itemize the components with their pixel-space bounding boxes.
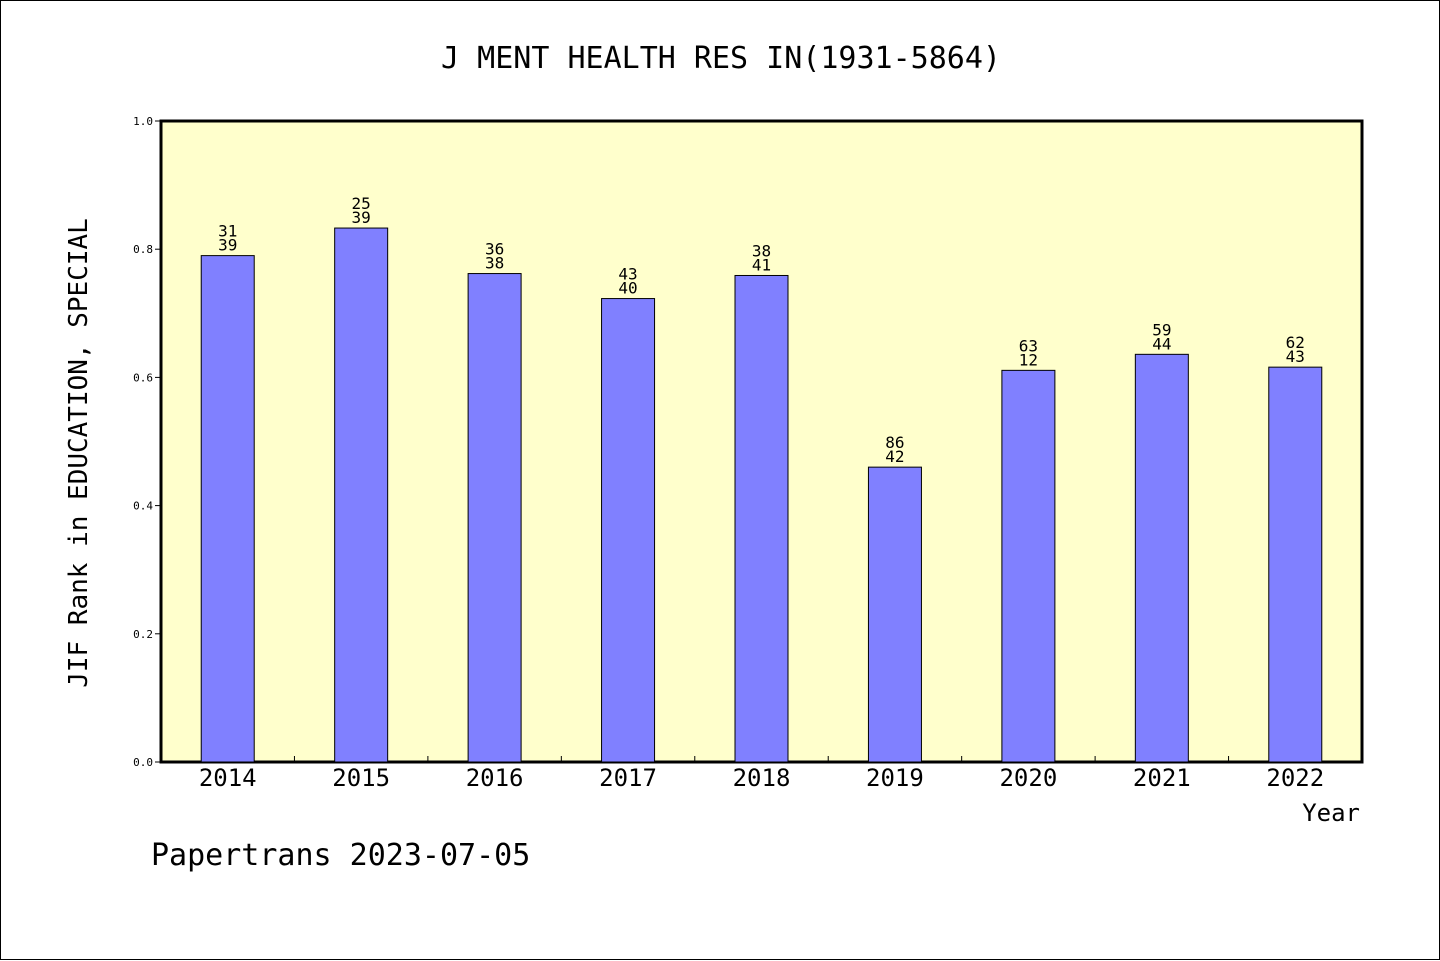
bar-2022 [1268,366,1323,763]
bar-label-top: 36 [485,240,504,259]
bar-label-bottom: 38 [485,254,504,273]
bar-2017 [601,298,656,763]
bar-label-bottom: 43 [1286,347,1305,366]
bar-label-bottom: 12 [1019,350,1038,369]
footer-credit: Papertrans 2023-07-05 [151,838,530,873]
bar-label-bottom: 44 [1152,334,1171,353]
bar-2014 [200,255,255,763]
x-axis: 2014 2015 2016 2017 2018 2019 2020 2021 2022 [199,756,1324,792]
y-tick-label: 0.8 [133,243,153,256]
x-tick-label: 2017 [599,764,657,792]
bar-label-top: 59 [1152,320,1171,339]
bar-label-bottom: 41 [752,255,771,274]
x-tick-label: 2015 [332,764,390,792]
bar-2021 [1134,353,1189,763]
bar-label-bottom: 42 [885,447,904,466]
bar-label-bottom: 39 [352,208,371,227]
x-tick-label: 2021 [1133,764,1191,792]
bar-2019 [867,466,922,763]
bar-label-top: 31 [218,222,237,241]
x-tick-label: 2018 [733,764,791,792]
x-tick-label: 2016 [466,764,524,792]
bar-2016 [467,273,522,763]
y-tick-label: 0.0 [133,756,153,769]
x-axis-label: Year [1302,799,1360,827]
y-tick-label: 0.4 [133,500,153,513]
bar-label-bottom: 39 [218,236,237,255]
bar-label-top: 63 [1019,336,1038,355]
bar-label-top: 43 [618,265,637,284]
bar-label-top: 25 [352,194,371,213]
x-tick-label: 2022 [1266,764,1324,792]
y-tick-label: 1.0 [133,115,153,128]
y-axis: 0.0 0.2 0.4 0.6 0.8 1.0 [133,115,161,769]
bar-2018 [734,274,789,763]
y-tick-label: 0.6 [133,371,153,384]
bar-label-bottom: 40 [618,279,637,298]
x-tick-label: 2019 [866,764,924,792]
y-axis-label: JIF Rank in EDUCATION, SPECIAL [64,218,94,688]
bar-2015 [334,227,389,763]
y-tick-label: 0.2 [133,628,153,641]
x-tick-label: 2014 [199,764,257,792]
bar-label-top: 62 [1286,333,1305,352]
bar-label-top: 86 [885,433,904,452]
x-tick-label: 2020 [999,764,1057,792]
bar-2020 [1001,369,1056,763]
chart-title: J MENT HEALTH RES IN(1931-5864) [441,41,1001,76]
bar-label-top: 38 [752,241,771,260]
